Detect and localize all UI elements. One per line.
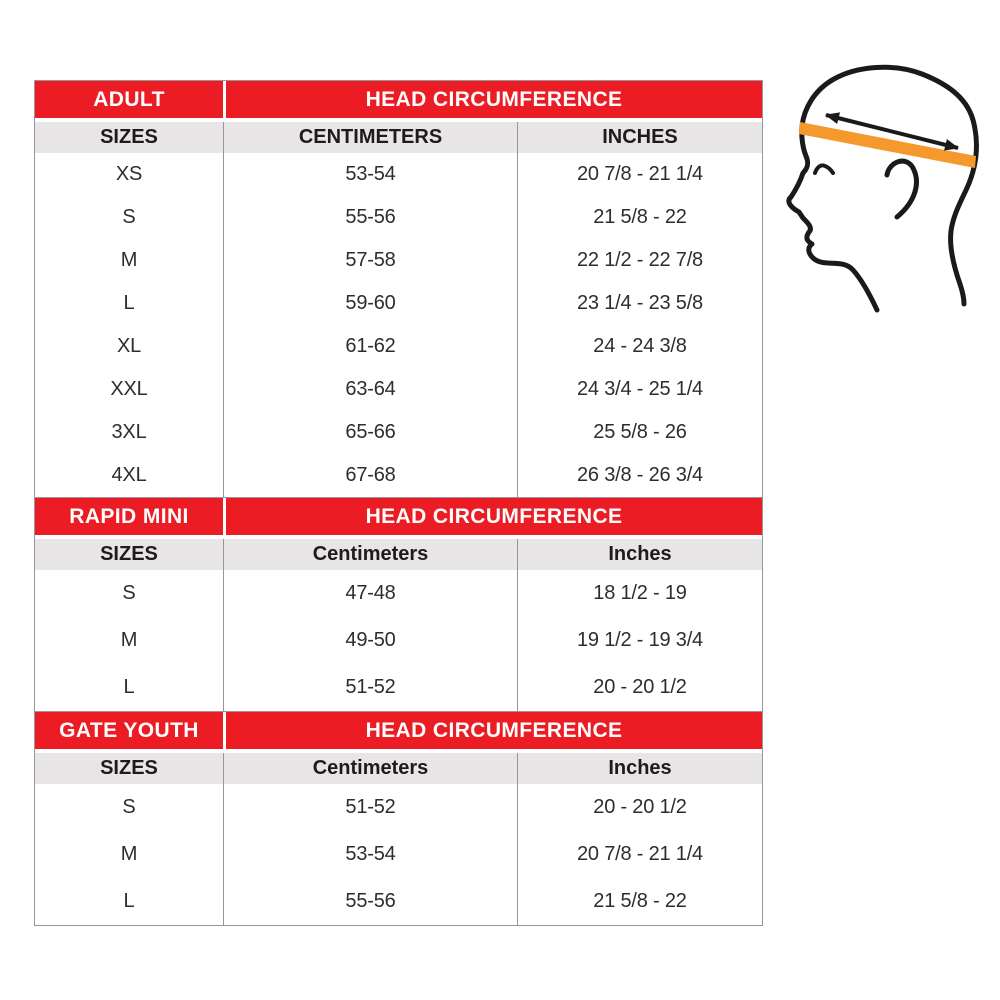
size-value: L bbox=[123, 292, 135, 314]
size-value: XXL bbox=[110, 378, 148, 400]
table-row: L 55-56 21 5/8 - 22 bbox=[35, 878, 762, 925]
measure-header: HEAD CIRCUMFERENCE bbox=[223, 498, 762, 535]
section-header-row: RAPID MINI HEAD CIRCUMFERENCE bbox=[35, 498, 762, 535]
ear-line bbox=[884, 158, 919, 220]
cm-value: 63-64 bbox=[223, 368, 517, 411]
category-header: RAPID MINI bbox=[35, 498, 223, 535]
table-row: 4XL 67-68 26 3/8 - 26 3/4 bbox=[35, 454, 762, 497]
table-row: S 47-48 18 1/2 - 19 bbox=[35, 570, 762, 617]
section-header-row: GATE YOUTH HEAD CIRCUMFERENCE bbox=[35, 712, 762, 749]
measurement-arrow bbox=[825, 112, 959, 151]
section-adult: ADULT HEAD CIRCUMFERENCE SIZES CENTIMETE… bbox=[35, 81, 762, 497]
column-header-sizes: SIZES bbox=[35, 539, 223, 570]
inches-value: 25 5/8 - 26 bbox=[517, 411, 762, 454]
table-row: S 51-52 20 - 20 1/2 bbox=[35, 784, 762, 831]
table-row: XL 61-62 24 - 24 3/8 bbox=[35, 325, 762, 368]
size-value: L bbox=[123, 676, 135, 698]
category-header: ADULT bbox=[35, 81, 223, 118]
size-value: M bbox=[120, 249, 138, 271]
inches-value: 21 5/8 - 22 bbox=[517, 196, 762, 239]
size-value: 3XL bbox=[111, 421, 147, 443]
table-row: L 51-52 20 - 20 1/2 bbox=[35, 664, 762, 711]
column-header-inches: Inches bbox=[517, 753, 762, 784]
cm-value: 61-62 bbox=[223, 325, 517, 368]
section-gate-youth: GATE YOUTH HEAD CIRCUMFERENCE SIZES Cent… bbox=[35, 711, 762, 925]
measure-header: HEAD CIRCUMFERENCE bbox=[223, 712, 762, 749]
inches-value: 20 7/8 - 21 1/4 bbox=[517, 831, 762, 878]
column-header-inches: Inches bbox=[517, 539, 762, 570]
cm-value: 55-56 bbox=[223, 196, 517, 239]
size-value: S bbox=[122, 796, 136, 818]
cm-value: 53-54 bbox=[223, 831, 517, 878]
column-header-row: SIZES Centimeters Inches bbox=[35, 753, 762, 784]
cm-value: 53-54 bbox=[223, 153, 517, 196]
size-value: M bbox=[120, 629, 138, 651]
inches-value: 19 1/2 - 19 3/4 bbox=[517, 617, 762, 664]
cm-value: 47-48 bbox=[223, 570, 517, 617]
inches-value: 20 - 20 1/2 bbox=[517, 664, 762, 711]
table-row: XS 53-54 20 7/8 - 21 1/4 bbox=[35, 153, 762, 196]
column-header-centimeters: Centimeters bbox=[223, 753, 517, 784]
table-row: M 49-50 19 1/2 - 19 3/4 bbox=[35, 617, 762, 664]
inches-value: 23 1/4 - 23 5/8 bbox=[517, 282, 762, 325]
size-chart-table: ADULT HEAD CIRCUMFERENCE SIZES CENTIMETE… bbox=[34, 80, 763, 926]
cm-value: 49-50 bbox=[223, 617, 517, 664]
table-row: M 53-54 20 7/8 - 21 1/4 bbox=[35, 831, 762, 878]
inches-value: 22 1/2 - 22 7/8 bbox=[517, 239, 762, 282]
inches-value: 24 3/4 - 25 1/4 bbox=[517, 368, 762, 411]
table-row: L 59-60 23 1/4 - 23 5/8 bbox=[35, 282, 762, 325]
table-row: S 55-56 21 5/8 - 22 bbox=[35, 196, 762, 239]
inches-value: 18 1/2 - 19 bbox=[517, 570, 762, 617]
column-header-row: SIZES Centimeters Inches bbox=[35, 539, 762, 570]
head-outline bbox=[786, 64, 979, 313]
measure-header: HEAD CIRCUMFERENCE bbox=[223, 81, 762, 118]
section-header-row: ADULT HEAD CIRCUMFERENCE bbox=[35, 81, 762, 118]
size-value: XL bbox=[116, 335, 142, 357]
inches-value: 20 - 20 1/2 bbox=[517, 784, 762, 831]
head-profile-illustration bbox=[786, 64, 979, 313]
section-rapid-mini: RAPID MINI HEAD CIRCUMFERENCE SIZES Cent… bbox=[35, 497, 762, 711]
size-value: S bbox=[122, 206, 136, 228]
cm-value: 67-68 bbox=[223, 454, 517, 497]
cm-value: 51-52 bbox=[223, 784, 517, 831]
category-header: GATE YOUTH bbox=[35, 712, 223, 749]
cm-value: 59-60 bbox=[223, 282, 517, 325]
inches-value: 24 - 24 3/8 bbox=[517, 325, 762, 368]
table-row: 3XL 65-66 25 5/8 - 26 bbox=[35, 411, 762, 454]
inches-value: 21 5/8 - 22 bbox=[517, 878, 762, 925]
cm-value: 55-56 bbox=[223, 878, 517, 925]
size-value: 4XL bbox=[111, 464, 147, 486]
cm-value: 65-66 bbox=[223, 411, 517, 454]
size-value: M bbox=[120, 843, 138, 865]
inches-value: 20 7/8 - 21 1/4 bbox=[517, 153, 762, 196]
column-header-row: SIZES CENTIMETERS INCHES bbox=[35, 122, 762, 153]
column-header-sizes: SIZES bbox=[35, 753, 223, 784]
size-value: L bbox=[123, 890, 135, 912]
column-header-centimeters: Centimeters bbox=[223, 539, 517, 570]
cm-value: 57-58 bbox=[223, 239, 517, 282]
column-header-inches: INCHES bbox=[517, 122, 762, 153]
inches-value: 26 3/8 - 26 3/4 bbox=[517, 454, 762, 497]
table-row: XXL 63-64 24 3/4 - 25 1/4 bbox=[35, 368, 762, 411]
size-value: XS bbox=[115, 163, 143, 185]
column-header-sizes: SIZES bbox=[35, 122, 223, 153]
size-value: S bbox=[122, 582, 136, 604]
cm-value: 51-52 bbox=[223, 664, 517, 711]
column-header-centimeters: CENTIMETERS bbox=[223, 122, 517, 153]
table-row: M 57-58 22 1/2 - 22 7/8 bbox=[35, 239, 762, 282]
eyebrow-line bbox=[813, 163, 835, 175]
